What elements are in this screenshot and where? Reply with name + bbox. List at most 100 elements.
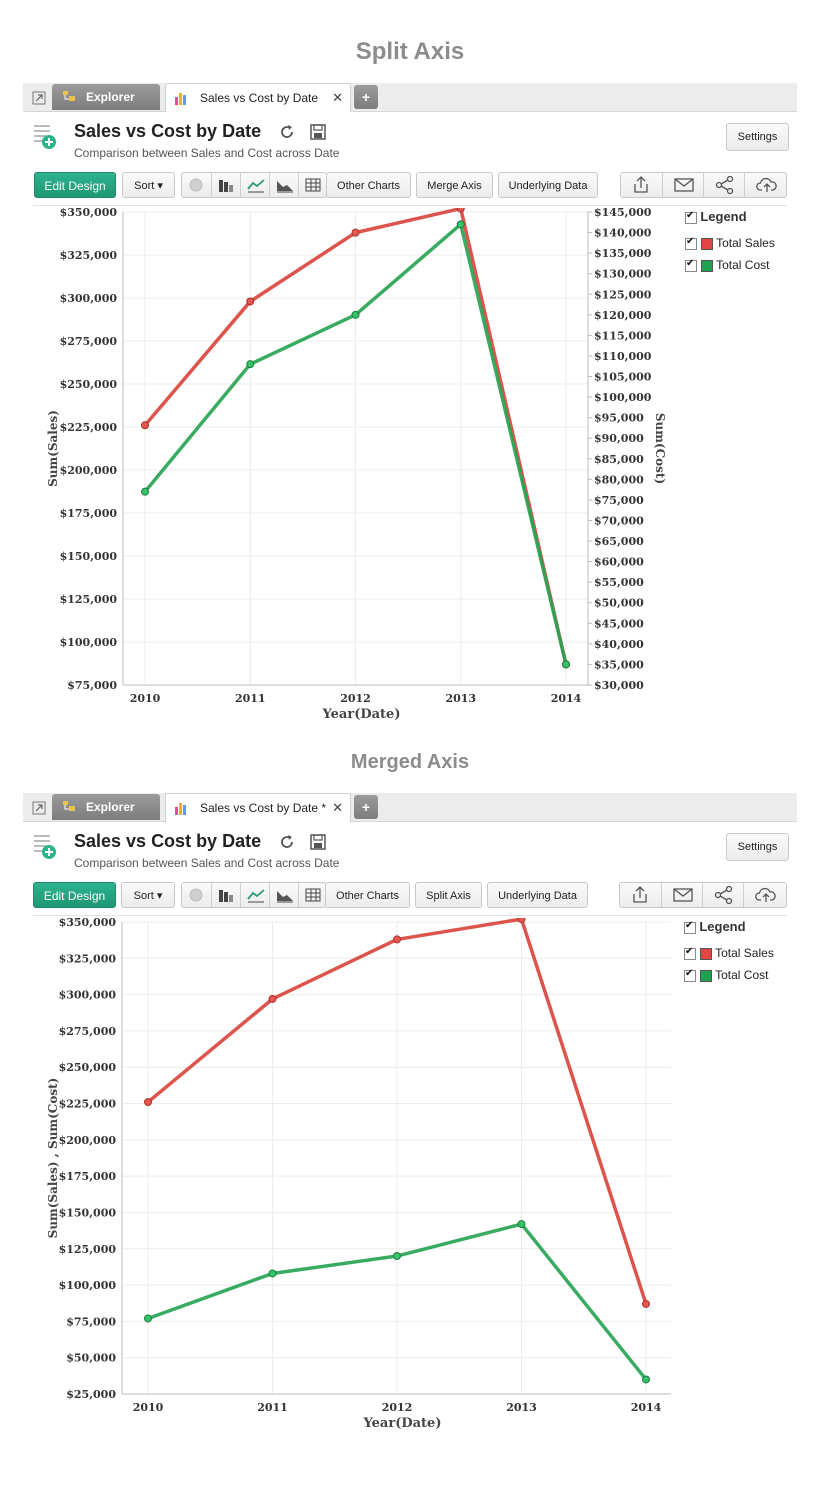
legend-item-checkbox[interactable] [684, 968, 696, 982]
tab-explorer[interactable]: Explorer [52, 84, 160, 110]
add-tab-icon[interactable]: + [354, 85, 378, 109]
x-axis-title: Year(Date) [322, 707, 401, 722]
y2-tick-label: $45,000 [594, 617, 644, 630]
legend-checkbox[interactable] [684, 920, 696, 934]
legend-item-sales[interactable]: Total Sales [684, 946, 774, 960]
settings-button[interactable]: Settings [726, 123, 789, 151]
legend-item-checkbox[interactable] [685, 236, 697, 250]
pie-chart-icon[interactable] [182, 173, 211, 197]
email-icon[interactable] [661, 883, 703, 907]
bar-chart-tab-icon [174, 801, 189, 815]
close-icon[interactable]: ✕ [332, 800, 343, 815]
y2-tick-label: $65,000 [594, 535, 644, 548]
expand-icon[interactable] [32, 91, 46, 105]
x-tick-label: 2011 [257, 1401, 288, 1414]
y-tick-label: $75,000 [67, 679, 117, 692]
save-icon[interactable] [309, 123, 327, 141]
pie-chart-icon[interactable] [182, 883, 211, 907]
sales-point [268, 994, 277, 1003]
sort-button[interactable]: Sort ▾ [121, 882, 175, 908]
report-description: Comparison between Sales and Cost across… [74, 146, 340, 160]
save-icon[interactable] [309, 833, 327, 851]
publish-icon[interactable] [744, 173, 786, 197]
cost-point [456, 220, 465, 229]
settings-button[interactable]: Settings [726, 833, 789, 861]
edit-design-button[interactable]: Edit Design [33, 882, 116, 908]
y-axis-title: Sum(Sales) , Sum(Cost) [46, 1078, 60, 1239]
bar-chart-icon[interactable] [211, 173, 241, 197]
area-chart-icon[interactable] [269, 173, 299, 197]
y-tick-label: $100,000 [59, 1279, 117, 1292]
tab-report[interactable]: Sales vs Cost by Date ✕ [165, 83, 351, 112]
y2-tick-label: $145,000 [594, 208, 652, 219]
export-icon[interactable] [620, 883, 661, 907]
legend-item-cost[interactable]: Total Cost [685, 258, 769, 272]
explorer-icon [62, 799, 76, 813]
y-tick-label: $275,000 [59, 1025, 117, 1038]
other-charts-button[interactable]: Other Charts [325, 882, 410, 908]
y-tick-label: $150,000 [59, 1206, 117, 1219]
sort-button[interactable]: Sort ▾ [122, 172, 175, 198]
cost-point [393, 1252, 401, 1261]
share-icon[interactable] [703, 173, 745, 197]
y2-tick-label: $55,000 [594, 576, 644, 589]
legend-checkbox[interactable] [685, 210, 697, 224]
publish-icon[interactable] [743, 883, 785, 907]
y-tick-label: $225,000 [60, 421, 118, 434]
x-axis-title: Year(Date) [363, 1416, 442, 1431]
y2-tick-label: $50,000 [594, 597, 644, 610]
y2-tick-label: $90,000 [594, 432, 644, 445]
table-icon[interactable] [298, 173, 328, 197]
cost-point [141, 487, 149, 496]
other-charts-button[interactable]: Other Charts [326, 172, 411, 198]
y-tick-label: $325,000 [59, 952, 117, 965]
table-icon[interactable] [298, 883, 328, 907]
refresh-icon[interactable] [278, 833, 296, 851]
explorer-icon [62, 89, 76, 103]
sales-point [456, 208, 465, 213]
y2-tick-label: $125,000 [594, 288, 652, 301]
merge-axis-button[interactable]: Merge Axis [416, 172, 493, 198]
line-chart-icon[interactable] [240, 173, 270, 197]
y2-tick-label: $95,000 [594, 412, 644, 425]
y2-tick-label: $60,000 [594, 556, 644, 569]
legend-header[interactable]: Legend [685, 209, 747, 224]
legend-item-sales[interactable]: Total Sales [685, 236, 775, 250]
y2-tick-label: $105,000 [594, 371, 652, 384]
underlying-data-button[interactable]: Underlying Data [487, 882, 588, 908]
chart-type-group [181, 882, 326, 908]
area-chart-icon[interactable] [269, 883, 299, 907]
sales-point [351, 228, 360, 237]
y2-tick-label: $100,000 [594, 391, 652, 404]
y2-tick-label: $80,000 [594, 473, 644, 486]
tab-report[interactable]: Sales vs Cost by Date * ✕ [165, 793, 351, 822]
y2-axis-title: Sum(Cost) [653, 413, 667, 484]
tab-explorer[interactable]: Explorer [52, 794, 160, 820]
refresh-icon[interactable] [278, 123, 296, 141]
email-icon[interactable] [662, 173, 704, 197]
underlying-data-button[interactable]: Underlying Data [498, 172, 598, 198]
y2-tick-label: $120,000 [594, 309, 652, 322]
export-icon[interactable] [621, 173, 662, 197]
expand-icon[interactable] [32, 801, 46, 815]
add-report-icon[interactable] [32, 123, 58, 149]
edit-design-button[interactable]: Edit Design [34, 172, 116, 198]
split-axis-button[interactable]: Split Axis [415, 882, 482, 908]
line-chart-icon[interactable] [240, 883, 270, 907]
legend-item-cost[interactable]: Total Cost [684, 968, 768, 982]
close-icon[interactable]: ✕ [332, 90, 343, 105]
y-tick-label: $300,000 [59, 989, 117, 1002]
y2-tick-label: $40,000 [594, 638, 644, 651]
divider [33, 915, 787, 916]
legend-item-checkbox[interactable] [685, 258, 697, 272]
y-tick-label: $325,000 [60, 249, 118, 262]
share-icon[interactable] [702, 883, 744, 907]
legend-header[interactable]: Legend [684, 919, 746, 934]
cost-point [517, 1220, 526, 1229]
add-tab-icon[interactable]: + [354, 795, 378, 819]
legend-item-checkbox[interactable] [684, 946, 696, 960]
legend-item-label: Total Cost [715, 968, 769, 982]
report-panel-merged: Explorer Sales vs Cost by Date * ✕ + Sal… [23, 793, 797, 1446]
bar-chart-icon[interactable] [211, 883, 241, 907]
add-report-icon[interactable] [32, 833, 58, 859]
